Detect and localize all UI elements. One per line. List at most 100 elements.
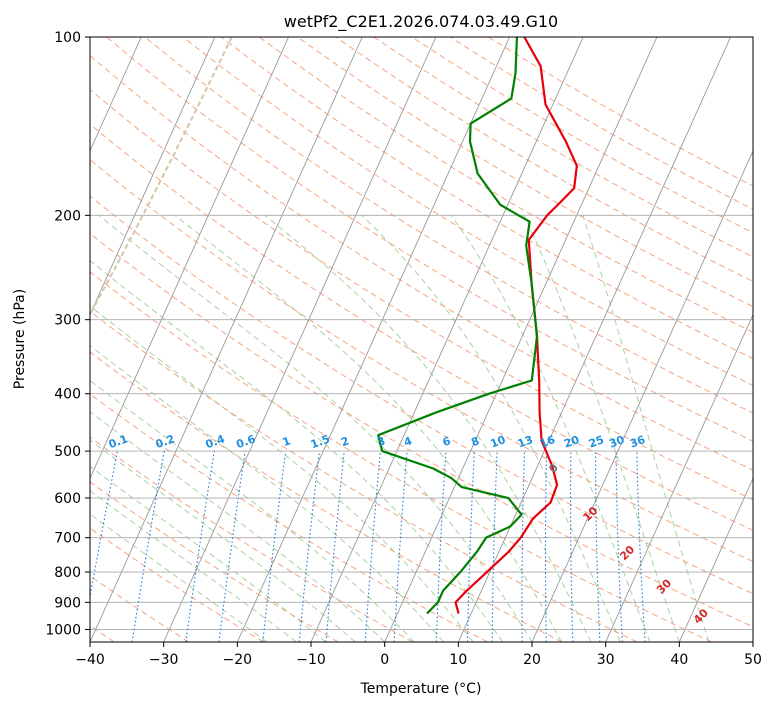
x-tick-label: 50 bbox=[744, 652, 762, 668]
mixing-ratio-label: 0.1 bbox=[107, 432, 130, 451]
moist-adiabat-line bbox=[264, 214, 592, 642]
isotherms bbox=[90, 37, 753, 642]
moist-adiabat-line bbox=[450, 215, 651, 642]
x-tick-label: −10 bbox=[296, 652, 326, 668]
moist-adiabat-line bbox=[90, 513, 268, 642]
moist-adiabat-line bbox=[361, 214, 621, 642]
y-tick-label: 100 bbox=[54, 30, 81, 46]
dry-adiabat-line bbox=[90, 310, 638, 642]
y-tick-label: 500 bbox=[54, 444, 81, 460]
moist-adiabat-line bbox=[582, 215, 710, 642]
moist-adiabat-line bbox=[174, 214, 562, 642]
dry-adiabat-line bbox=[259, 37, 753, 333]
moist-adiabat-line bbox=[90, 259, 503, 642]
y-tick-label: 900 bbox=[54, 595, 81, 611]
moist-adiabat-line bbox=[90, 411, 386, 642]
dry-adiabat-line bbox=[90, 54, 753, 471]
mixing-ratio-label: 25 bbox=[587, 433, 606, 450]
dry-adiabat-line bbox=[106, 37, 753, 442]
isobars bbox=[90, 37, 753, 630]
dry-adiabat-line bbox=[220, 37, 753, 360]
moist-adiabats bbox=[90, 214, 710, 642]
dry-adiabat-line bbox=[90, 88, 753, 501]
moist-adiabat-line bbox=[90, 305, 474, 642]
mixing-ratio-line bbox=[298, 451, 321, 642]
mixing-ratio-line bbox=[262, 451, 287, 642]
mixing-ratio-label: 4 bbox=[402, 434, 414, 449]
y-tick-label: 1000 bbox=[45, 622, 81, 638]
mixing-ratio-label: 10 bbox=[489, 433, 508, 451]
x-tick-label: −40 bbox=[75, 652, 105, 668]
temperature-line bbox=[454, 37, 578, 614]
moist-adiabat-line bbox=[90, 465, 327, 642]
series-lines bbox=[377, 37, 578, 615]
y-tick-label: 200 bbox=[54, 208, 81, 224]
dry-adiabat-line bbox=[90, 271, 712, 642]
plot-area bbox=[90, 37, 753, 642]
x-tick-label: −20 bbox=[223, 652, 253, 668]
x-tick-label: 20 bbox=[523, 652, 541, 668]
isotherm-line bbox=[90, 37, 289, 480]
x-tick-label: 40 bbox=[670, 652, 688, 668]
y-tick-label: 800 bbox=[54, 565, 81, 581]
plot-frame bbox=[89, 36, 754, 643]
dry-adiabat-line bbox=[90, 351, 563, 642]
moist-adiabat-line bbox=[90, 379, 415, 642]
chart-title: wetPf2_C2E1.2026.074.03.49.G10 bbox=[284, 12, 558, 32]
dry-adiabat-line bbox=[90, 436, 414, 642]
mixing-ratio-label: 3 bbox=[375, 434, 387, 449]
freezing-arc bbox=[90, 37, 233, 317]
isotherm-line bbox=[605, 313, 753, 642]
isotherm-line bbox=[236, 37, 510, 642]
mixing-ratio-label: 13 bbox=[516, 433, 535, 450]
isotherm-line bbox=[310, 37, 584, 642]
mixing-ratio-line bbox=[218, 451, 246, 642]
mixing-ratio-label: 0.2 bbox=[154, 432, 177, 451]
moist-adiabat-line bbox=[523, 215, 680, 642]
dry-adiabat-line bbox=[90, 123, 753, 531]
y-axis-title: Pressure (hPa) bbox=[12, 289, 28, 389]
mixing-ratio-label: 8 bbox=[469, 434, 481, 449]
mixing-ratio-label: 30 bbox=[607, 433, 626, 451]
mixing-ratio-lines bbox=[90, 450, 646, 642]
x-axis-title: Temperature (°C) bbox=[360, 681, 482, 697]
isotherm-line bbox=[384, 37, 658, 642]
mixing-ratio-label: 0.4 bbox=[204, 432, 227, 451]
isotherm-line bbox=[90, 37, 216, 316]
mixing-ratio-line bbox=[325, 451, 345, 642]
x-tick-label: −30 bbox=[149, 652, 179, 668]
dry-adiabat-line bbox=[90, 481, 339, 642]
moist-adiabat-line bbox=[90, 344, 444, 642]
mixing-ratio-label: 20 bbox=[562, 433, 581, 451]
mixing-ratio-label: 1 bbox=[281, 434, 293, 449]
x-tick-label: 10 bbox=[449, 652, 467, 668]
dry-adiabat-line bbox=[90, 232, 753, 628]
x-axis: −40 −30 −20 −10 0 10 20 30 40 50 bbox=[75, 642, 762, 668]
freezing-arc-line bbox=[90, 37, 233, 317]
x-tick-label: 30 bbox=[597, 652, 615, 668]
mixing-ratio-label: 36 bbox=[628, 433, 647, 451]
y-axis: 100 200 300 400 500 600 700 800 900 1000 bbox=[45, 30, 90, 638]
x-tick-label: 0 bbox=[380, 652, 389, 668]
isotherm-line bbox=[90, 37, 363, 642]
mixing-ratio-label: 1.5 bbox=[309, 432, 332, 451]
y-tick-label: 700 bbox=[54, 531, 81, 547]
isotherm-line bbox=[678, 477, 753, 642]
dry-adiabat-line bbox=[90, 195, 753, 595]
dewpoint-line bbox=[377, 37, 539, 615]
isotherm-line bbox=[457, 37, 731, 642]
isotherm-line bbox=[163, 37, 437, 642]
isotherm-line bbox=[90, 37, 142, 152]
moist-adiabat-line bbox=[90, 490, 297, 642]
y-tick-label: 400 bbox=[54, 387, 81, 403]
isotherm-line bbox=[531, 149, 753, 642]
mixing-ratio-label: 6 bbox=[441, 434, 453, 449]
y-tick-label: 300 bbox=[54, 313, 81, 329]
mixing-ratio-label: 2 bbox=[339, 434, 351, 449]
mixing-ratio-label: 16 bbox=[538, 433, 557, 451]
dry-adiabat-line bbox=[144, 37, 753, 414]
y-tick-label: 600 bbox=[54, 491, 81, 507]
mixing-ratio-label: 0.6 bbox=[235, 432, 258, 451]
